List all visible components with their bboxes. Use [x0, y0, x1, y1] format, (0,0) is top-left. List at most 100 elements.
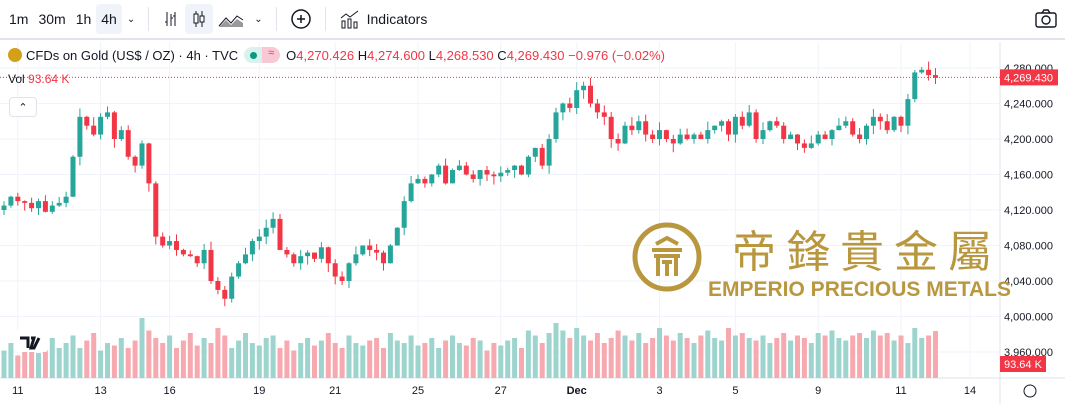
candle-body	[456, 165, 462, 171]
time-tick-label: 11	[12, 385, 23, 397]
interval-30m[interactable]: 30m	[38, 11, 66, 27]
volume-bar	[560, 330, 566, 378]
candle-body	[601, 112, 607, 117]
candle-body	[608, 116, 614, 139]
volume-bar	[111, 345, 117, 378]
watermark: 帝鋒貴金屬 EMPERIO PRECIOUS METALS	[632, 222, 1011, 302]
candle-body	[332, 263, 338, 277]
watermark-chinese: 帝鋒貴金屬	[732, 227, 1002, 278]
candle-body	[56, 202, 62, 206]
candle-body	[850, 121, 856, 135]
market-status-badge[interactable]: ≈	[244, 47, 281, 63]
volume-bar	[174, 348, 179, 378]
volume-bar	[608, 338, 614, 378]
settings-gear-icon[interactable]	[1023, 384, 1037, 398]
high-value: 4,274.600	[367, 47, 425, 63]
volume-bar	[125, 348, 131, 378]
volume-bar	[284, 340, 290, 378]
divider	[275, 7, 277, 31]
candle-body	[429, 174, 435, 184]
price-tick-label: 4,000.000	[1004, 312, 1053, 324]
candle-body	[677, 134, 683, 144]
volume-bar	[933, 331, 938, 378]
volume-bar	[774, 338, 780, 378]
volume-bar	[470, 338, 476, 378]
interval-1m[interactable]: 1m	[9, 11, 29, 27]
volume-bar	[801, 338, 807, 378]
close-value: 4,269.430	[506, 47, 565, 63]
time-tick-label: 9	[815, 385, 821, 397]
volume-bar	[450, 335, 455, 378]
volume-bar	[381, 348, 386, 378]
candle-body	[36, 201, 41, 209]
change-value: −0.976 (−0.02%)	[568, 47, 666, 63]
divider	[148, 7, 150, 31]
chart-type-chevron-icon[interactable]: ⌄	[254, 13, 263, 25]
candle-body	[415, 178, 421, 184]
volume-bar	[836, 338, 842, 378]
price-tick-label: 4,160.000	[1004, 170, 1053, 182]
volume-bar	[208, 343, 214, 378]
volume-bar	[843, 340, 849, 378]
volume-bar	[829, 330, 835, 378]
price-tick-label: 4,240.000	[1004, 99, 1053, 111]
candle-body	[684, 134, 690, 139]
candle-body	[746, 112, 752, 126]
time-tick-label: 14	[964, 385, 976, 397]
volume-bar	[601, 343, 607, 378]
candle-body	[236, 263, 242, 277]
volume-bar	[367, 340, 373, 378]
volume-bar	[712, 338, 718, 378]
time-tick-label: 3	[656, 385, 662, 397]
candle-body	[795, 134, 800, 144]
collapse-legend-button[interactable]: ⌃	[9, 97, 37, 117]
volume-bar	[201, 338, 207, 378]
volume-bar	[436, 348, 442, 378]
candle-body	[781, 125, 787, 139]
candle-body	[77, 116, 83, 157]
volume-bar	[532, 335, 538, 378]
candle-body	[291, 254, 297, 264]
volume-bar	[325, 333, 331, 378]
interval-dropdown-chevron-icon[interactable]: ⌄	[126, 13, 136, 25]
candles-chart-icon[interactable]	[185, 4, 214, 34]
camera-snapshot-icon[interactable]	[1035, 9, 1057, 29]
candle-body	[788, 134, 794, 139]
volume-bar	[243, 333, 248, 378]
last-price-label: 4,269.430	[1004, 72, 1053, 84]
volume-bar	[1, 350, 7, 378]
candle-body	[650, 134, 656, 139]
candle-body	[594, 103, 600, 113]
volume-legend: Vol 93.64 K	[8, 72, 69, 86]
candle-body	[270, 218, 276, 228]
candle-body	[691, 134, 697, 139]
bars-chart-icon[interactable]	[157, 4, 185, 34]
volume-bar	[298, 343, 304, 378]
candle-body	[670, 139, 676, 144]
volume-bar	[905, 343, 911, 378]
volume-bar	[187, 333, 193, 378]
symbol-title[interactable]: CFDs on Gold (US$ / OZ) · 4h · TVC	[26, 47, 239, 63]
interval-4h[interactable]: 4h	[96, 4, 122, 34]
candle-body	[318, 247, 324, 259]
price-chart[interactable]: 4,280.0004,240.0004,200.0004,160.0004,12…	[0, 42, 1065, 404]
volume-bar	[857, 333, 863, 378]
high-label: H	[357, 47, 368, 63]
candle-body	[146, 143, 152, 184]
volume-bar	[691, 343, 697, 378]
volume-bar	[732, 335, 738, 378]
compare-add-icon[interactable]	[285, 4, 317, 34]
volume-bar	[926, 335, 932, 378]
area-chart-icon[interactable]	[213, 4, 249, 34]
tradingview-logo-icon	[20, 336, 41, 350]
volume-bar	[746, 338, 752, 378]
interval-1h[interactable]: 1h	[75, 11, 92, 27]
indicators-button[interactable]: Indicators	[334, 4, 433, 34]
candle-body	[622, 125, 628, 144]
candle-body	[912, 72, 918, 100]
price-tick-label: 4,080.000	[1004, 241, 1053, 253]
volume-bar	[215, 328, 221, 378]
volume-bar	[29, 340, 35, 378]
time-tick-label: Dec	[567, 385, 587, 397]
volume-bar	[374, 338, 380, 378]
